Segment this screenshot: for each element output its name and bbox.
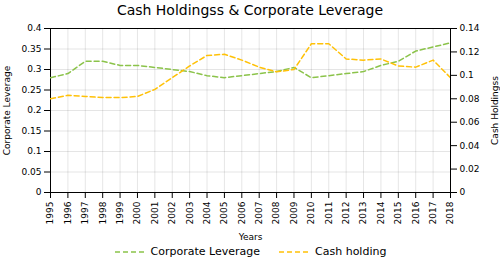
- svg-text:0.06: 0.06: [460, 117, 480, 127]
- svg-text:2004: 2004: [202, 201, 212, 224]
- html-text:Cash holding: Cash holding: [315, 245, 387, 258]
- svg-text:0.2: 0.2: [27, 105, 41, 115]
- svg-text:1996: 1996: [63, 201, 73, 224]
- svg-text:2009: 2009: [289, 201, 299, 224]
- svg-text:1998: 1998: [98, 201, 108, 224]
- svg-text:1999: 1999: [115, 201, 125, 224]
- svg-text:0.02: 0.02: [460, 164, 480, 174]
- svg-text:2018: 2018: [445, 201, 455, 224]
- svg-text:0: 0: [36, 187, 42, 197]
- svg-text:2015: 2015: [393, 202, 403, 225]
- svg-text:1997: 1997: [80, 202, 90, 225]
- svg-text:1995: 1995: [45, 202, 55, 225]
- svg-text:2002: 2002: [167, 202, 177, 225]
- svg-text:2016: 2016: [411, 201, 421, 224]
- svg-text:2014: 2014: [376, 201, 386, 224]
- svg-text:2000: 2000: [132, 201, 142, 224]
- svg-text:Corporate Leverage: Corporate Leverage: [2, 65, 12, 155]
- svg-text:2011: 2011: [324, 202, 334, 225]
- svg-text:2005: 2005: [219, 202, 229, 225]
- html-text:Corporate Leverage: Corporate Leverage: [150, 245, 260, 258]
- svg-text:2017: 2017: [428, 202, 438, 225]
- svg-text:2007: 2007: [254, 202, 264, 225]
- svg-text:0.12: 0.12: [460, 47, 480, 57]
- html-text:Cash Holdingss & Corporate Lev: Cash Holdingss & Corporate Leverage: [116, 2, 384, 18]
- svg-text:0.25: 0.25: [21, 85, 41, 95]
- svg-text:0.04: 0.04: [460, 141, 480, 151]
- svg-text:0.05: 0.05: [21, 167, 41, 177]
- svg-text:2001: 2001: [150, 202, 160, 225]
- svg-text:0.15: 0.15: [21, 126, 41, 136]
- svg-text:Years: Years: [238, 232, 263, 242]
- svg-text:2008: 2008: [271, 201, 281, 224]
- svg-text:2012: 2012: [341, 202, 351, 225]
- svg-text:0.14: 0.14: [460, 23, 480, 33]
- svg-text:Cash Holdingss: Cash Holdingss: [490, 76, 500, 145]
- svg-text:0.35: 0.35: [21, 44, 41, 54]
- svg-text:0: 0: [460, 187, 466, 197]
- svg-text:2010: 2010: [306, 201, 316, 224]
- svg-text:2003: 2003: [185, 202, 195, 225]
- svg-text:0.3: 0.3: [27, 64, 41, 74]
- svg-text:0.08: 0.08: [460, 94, 480, 104]
- svg-text:0.1: 0.1: [460, 70, 474, 80]
- svg-text:2006: 2006: [237, 201, 247, 224]
- svg-text:0.1: 0.1: [27, 146, 41, 156]
- svg-text:0.4: 0.4: [27, 23, 42, 33]
- svg-text:2013: 2013: [358, 202, 368, 225]
